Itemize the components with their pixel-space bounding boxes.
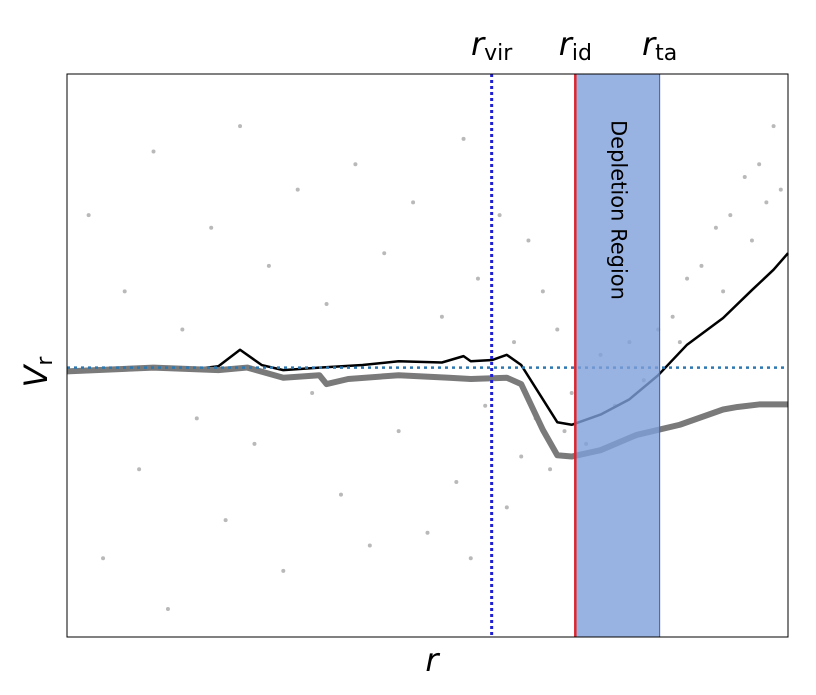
marker-label-main: r — [642, 25, 657, 63]
scatter-point — [713, 225, 718, 230]
scatter-point — [721, 289, 726, 294]
line — [66, 364, 788, 460]
scatter-point — [764, 200, 769, 205]
scatter-point — [526, 238, 531, 243]
scatter-point — [353, 162, 358, 167]
scatter-point — [475, 276, 480, 281]
scatter-point — [281, 568, 286, 573]
y-axis-label: Vr — [17, 356, 58, 388]
scatter-point — [569, 390, 574, 395]
scatter-point — [252, 441, 257, 446]
scatter-point — [504, 505, 509, 510]
scatter-point — [324, 302, 329, 307]
marker-label-sub: vir — [484, 41, 513, 66]
scatter-point — [548, 467, 553, 472]
scatter-point — [338, 492, 343, 497]
scatter-point — [749, 238, 754, 243]
marker-label-sub: id — [572, 41, 592, 66]
line — [66, 252, 789, 427]
scatter-point — [562, 429, 567, 434]
scatter-point — [497, 213, 502, 218]
scatter-point — [483, 403, 488, 408]
scatter-point — [685, 276, 690, 281]
scatter-point — [137, 467, 142, 472]
scatter-point — [180, 327, 185, 332]
scatter-point — [742, 174, 747, 179]
scatter-point — [295, 187, 300, 192]
scatter-point — [512, 340, 517, 345]
scatter-point — [238, 124, 243, 129]
scatter-point — [540, 289, 545, 294]
marker-label-sub: ta — [655, 41, 677, 66]
scatter-point — [151, 149, 156, 154]
region-label: Depletion Region — [606, 120, 630, 300]
marker-label-main: r — [559, 25, 574, 63]
scatter-point — [555, 327, 560, 332]
scatter-point — [519, 454, 524, 459]
scatter-point — [367, 543, 372, 548]
scatter-point — [757, 162, 762, 167]
scatter-point — [396, 429, 401, 434]
scatter-point — [677, 340, 682, 345]
x-axis-label: r — [425, 641, 440, 679]
scatter-point — [468, 556, 473, 561]
scatter-point — [86, 213, 91, 218]
marker-label: rta — [642, 25, 677, 66]
marker-label: rvir — [471, 25, 513, 66]
scatter-point — [728, 213, 733, 218]
scatter-point — [165, 607, 170, 612]
marker-label-main: r — [471, 25, 486, 63]
scatter-point — [209, 225, 214, 230]
scatter-point — [771, 124, 776, 129]
scatter-point — [454, 479, 459, 484]
scatter-point — [122, 289, 127, 294]
marker-label: rid — [559, 25, 592, 66]
y-axis-label-main: V — [17, 363, 55, 387]
scatter-point — [670, 314, 675, 319]
depletion-region — [574, 73, 661, 638]
y-axis-label-sub: r — [33, 356, 58, 366]
scatter-point — [101, 556, 106, 561]
scatter-point — [778, 187, 783, 192]
scatter-point — [439, 314, 444, 319]
scatter-point — [194, 416, 199, 421]
plot-frame — [66, 73, 789, 638]
scatter-point — [699, 263, 704, 268]
scatter-point — [223, 518, 228, 523]
scatter-point — [411, 200, 416, 205]
scatter-point — [425, 530, 430, 535]
scatter-point — [382, 251, 387, 256]
scatter-point — [266, 263, 271, 268]
scatter-point — [461, 136, 466, 141]
scatter-point — [310, 390, 315, 395]
